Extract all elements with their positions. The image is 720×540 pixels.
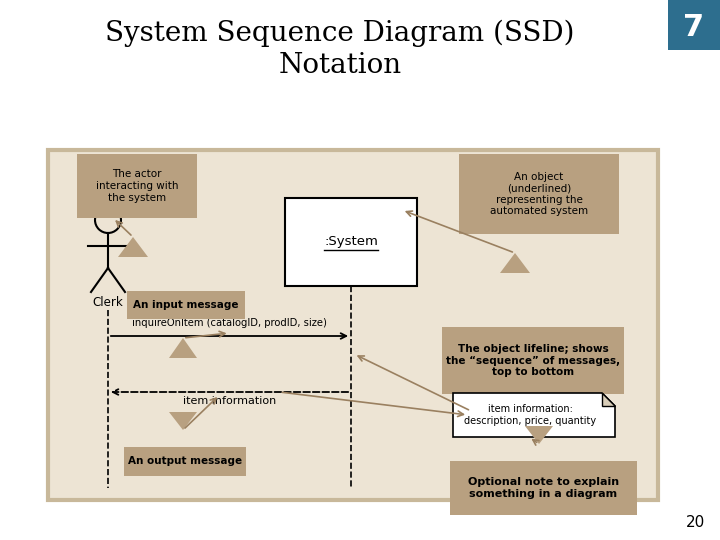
- FancyBboxPatch shape: [124, 447, 246, 476]
- Text: item information:
description, price, quantity: item information: description, price, qu…: [464, 404, 596, 426]
- Polygon shape: [500, 253, 530, 273]
- Polygon shape: [602, 393, 615, 406]
- Text: Optional note to explain
something in a diagram: Optional note to explain something in a …: [468, 477, 619, 499]
- FancyBboxPatch shape: [127, 291, 245, 319]
- FancyBboxPatch shape: [450, 461, 637, 515]
- Polygon shape: [453, 393, 615, 437]
- FancyBboxPatch shape: [668, 0, 720, 50]
- FancyBboxPatch shape: [459, 154, 619, 234]
- Polygon shape: [169, 338, 197, 358]
- FancyBboxPatch shape: [442, 327, 624, 394]
- Text: 7: 7: [683, 14, 705, 43]
- Polygon shape: [169, 412, 197, 430]
- Text: :System: :System: [324, 235, 378, 248]
- Text: The actor
interacting with
the system: The actor interacting with the system: [96, 170, 179, 202]
- FancyBboxPatch shape: [48, 150, 658, 500]
- Text: Clerk: Clerk: [93, 296, 123, 309]
- Text: An input message: An input message: [133, 300, 239, 310]
- Text: 20: 20: [685, 515, 705, 530]
- Text: An output message: An output message: [128, 456, 242, 467]
- FancyBboxPatch shape: [77, 154, 197, 218]
- FancyBboxPatch shape: [285, 198, 417, 286]
- Text: Notation: Notation: [279, 52, 402, 79]
- Text: An object
(underlined)
representing the
automated system: An object (underlined) representing the …: [490, 172, 588, 217]
- Text: The object lifeline; shows
the “sequence” of messages,
top to bottom: The object lifeline; shows the “sequence…: [446, 344, 620, 377]
- Polygon shape: [457, 411, 485, 429]
- Text: System Sequence Diagram (SSD): System Sequence Diagram (SSD): [105, 20, 575, 48]
- Text: item information: item information: [183, 396, 276, 406]
- Polygon shape: [118, 237, 148, 257]
- Text: inquireOnItem (catalogID, prodID, size): inquireOnItem (catalogID, prodID, size): [132, 318, 327, 328]
- Polygon shape: [525, 426, 553, 444]
